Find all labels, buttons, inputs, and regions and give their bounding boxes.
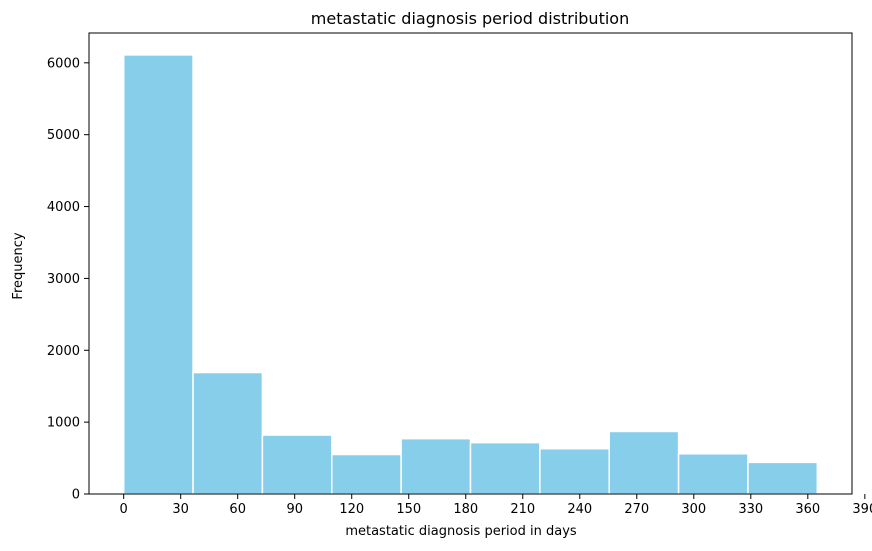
histogram-bar-6 [469,441,541,495]
x-tick-label: 300 [681,502,706,517]
y-tick-label: 4000 [47,200,80,215]
x-tick-label: 390 [852,502,872,517]
y-tick-label: 6000 [47,56,80,71]
x-axis-label: metastatic diagnosis period in days [345,524,577,539]
bars-group [122,54,819,495]
x-tick-label: 60 [229,502,246,517]
histogram-bar-7 [539,447,610,495]
histogram-bar-2 [192,371,264,495]
y-tick-label: 3000 [47,272,80,287]
x-tick-label: 270 [624,502,649,517]
y-tick-label: 5000 [47,128,80,143]
y-tick-label: 2000 [47,344,80,359]
histogram-bar-1 [122,54,194,495]
y-tick-label: 0 [72,488,80,503]
x-tick-label: 90 [286,502,303,517]
histogram-bar-4 [331,453,402,495]
chart-title: metastatic diagnosis period distribution [311,9,629,28]
x-tick-label: 150 [396,502,421,517]
histogram-bar-9 [677,453,749,495]
x-tick-label: 120 [339,502,364,517]
x-tick-label: 180 [453,502,478,517]
axes-group: 0 30 60 90 120 150 180 210 240 270 300 330 360 390 0 10… [47,32,872,517]
x-tick-label: 240 [567,502,592,517]
histogram-bar-10 [747,461,819,495]
plot-frame [88,32,853,495]
x-tick-label: 0 [120,502,128,517]
y-axis-label: Frequency [11,232,26,299]
histogram-bar-3 [261,434,333,495]
x-tick-label: 210 [510,502,535,517]
x-tick-label: 30 [172,502,189,517]
histogram-bar-5 [400,437,472,495]
histogram-bar-8 [608,430,680,495]
x-tick-label: 330 [738,502,763,517]
x-tick-label: 360 [795,502,820,517]
y-tick-label: 1000 [47,416,80,431]
